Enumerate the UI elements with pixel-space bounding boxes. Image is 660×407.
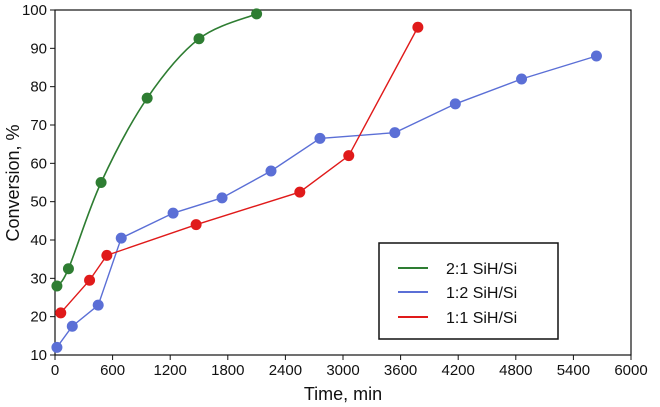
legend: 2:1 SiH/Si 1:2 SiH/Si 1:1 SiH/Si [378,242,559,340]
y-tick-label: 40 [30,232,47,249]
data-point-1-2 [167,207,179,219]
legend-label-1-2: 1:2 SiH/Si [446,285,517,302]
x-tick-label: 1200 [154,362,187,379]
y-tick-label: 70 [30,117,47,134]
legend-label-1-1: 1:1 SiH/Si [446,310,517,327]
y-tick-label: 50 [30,194,47,211]
series-line-1-2 [56,55,597,348]
x-tick-label: 3600 [384,362,417,379]
y-tick-label: 20 [30,309,47,326]
data-point-2-1 [62,263,74,275]
data-point-1-2 [115,232,127,244]
y-tick-label: 90 [30,40,47,57]
x-tick-label: 1800 [211,362,244,379]
data-point-2-1 [141,92,153,104]
x-tick-label: 6000 [614,362,647,379]
data-point-1-2 [516,73,528,85]
data-point-1-2 [449,98,461,110]
data-point-1-2 [92,299,104,311]
y-tick-label: 100 [22,2,47,19]
series-line-2-1 [56,13,257,287]
data-point-1-2 [389,127,401,139]
data-point-1-1 [55,307,67,319]
data-point-2-1 [51,280,63,292]
x-tick-label: 5400 [557,362,590,379]
y-tick-label: 60 [30,155,47,172]
y-tick-label: 80 [30,79,47,96]
x-tick-label: 2400 [269,362,302,379]
x-tick-label: 3000 [326,362,359,379]
data-point-1-2 [314,132,326,144]
series-line-1-1 [60,26,419,314]
data-point-1-1 [294,186,306,198]
x-tick-label: 4200 [442,362,475,379]
x-axis-title: Time, min [304,384,382,404]
x-tick-label: 0 [51,362,59,379]
x-tick-label: 4800 [499,362,532,379]
data-point-1-1 [190,219,202,231]
data-point-1-2 [216,192,228,204]
data-point-1-1 [101,249,113,261]
legend-label-2-1: 2:1 SiH/Si [446,261,517,278]
data-point-1-2 [265,165,277,177]
data-point-2-1 [251,8,263,20]
y-axis-title: Conversion, % [3,124,23,241]
data-point-1-2 [66,320,78,332]
data-point-2-1 [193,33,205,45]
legend-box [378,242,559,340]
y-axis: 10 20 30 40 50 60 70 80 90 100 [22,2,55,364]
y-tick-label: 10 [30,347,47,364]
x-tick-label: 600 [100,362,125,379]
data-point-1-1 [412,21,424,33]
data-point-1-1 [343,150,355,162]
data-point-1-1 [84,274,96,286]
data-point-2-1 [95,177,107,188]
series-points [51,8,602,353]
data-point-1-2 [51,341,63,353]
data-point-1-2 [590,50,602,62]
x-axis: 0 600 1200 1800 2400 3000 3600 4200 4800 5400 6000 [51,355,648,379]
y-tick-label: 30 [30,270,47,287]
